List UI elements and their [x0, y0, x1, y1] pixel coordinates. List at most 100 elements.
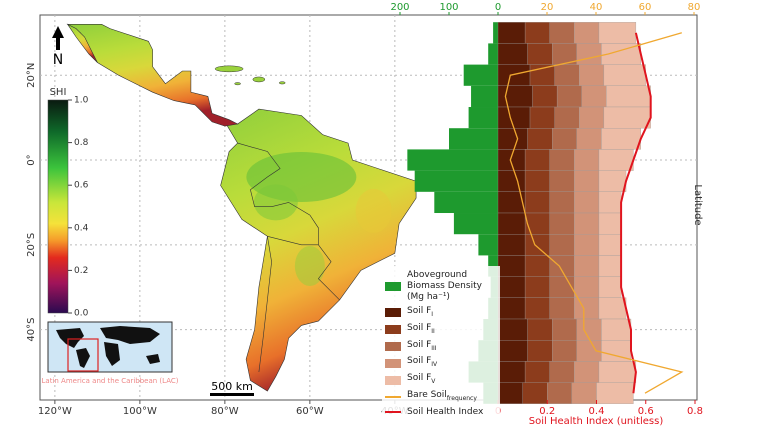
- legend-item: Soil FII: [385, 323, 497, 337]
- legend-swatch: [385, 411, 401, 414]
- soil-bar: [497, 361, 526, 383]
- soil-bar: [497, 234, 526, 256]
- soil-bar: [524, 255, 550, 277]
- legend-text: Soil FII: [407, 323, 435, 337]
- soil-bar: [549, 361, 575, 383]
- soil-bar: [554, 106, 580, 129]
- soil-bar: [579, 64, 605, 86]
- top-tick-label: 20: [541, 2, 554, 13]
- y-tick-label: 40°S: [26, 318, 37, 342]
- soil-bar: [497, 170, 526, 192]
- y-tick-label: 20°S: [26, 233, 37, 257]
- soil-bar: [497, 22, 526, 44]
- x-tick-label: 120°W: [38, 406, 72, 417]
- soil-bar: [497, 297, 526, 320]
- biomass-bar: [434, 191, 498, 214]
- legend-text: Soil Health Index: [407, 407, 483, 418]
- soil-bar: [556, 85, 582, 108]
- soil-bar: [532, 85, 558, 108]
- land-texture: [355, 188, 392, 233]
- biomass-bar: [468, 107, 498, 129]
- legend-swatch: [385, 308, 401, 318]
- colorbar-tick-label: 0.2: [74, 266, 88, 276]
- soil-bar: [571, 382, 597, 404]
- border: [267, 236, 340, 301]
- soil-bar: [598, 234, 622, 256]
- soil-bar: [497, 318, 528, 341]
- legend-text: Soil FI: [407, 306, 433, 320]
- soil-bar: [598, 170, 627, 192]
- shi-line: [620, 32, 652, 394]
- soil-bar: [574, 22, 600, 44]
- soil-bar: [574, 276, 600, 298]
- y-tick-label: 20°N: [26, 63, 37, 88]
- soil-bar: [524, 361, 550, 383]
- biomass-bar: [478, 234, 498, 256]
- soil-bar: [497, 106, 531, 129]
- legend-subscript: V: [431, 377, 436, 385]
- soil-bar: [524, 234, 550, 256]
- colorbar-tick-label: 0.8: [74, 138, 89, 148]
- island: [234, 82, 241, 86]
- scalebar: [210, 393, 254, 396]
- soil-bar: [554, 64, 580, 86]
- soil-bar: [603, 64, 646, 86]
- bare-soil-line: [504, 32, 684, 394]
- soil-bar: [601, 128, 641, 150]
- x-tick-label: 80°W: [211, 406, 239, 417]
- soil-bar: [529, 106, 555, 129]
- soil-bar: [549, 276, 575, 298]
- legend-item: Soil FIV: [385, 356, 497, 370]
- soil-bar: [524, 149, 550, 171]
- soil-bar: [598, 149, 634, 171]
- soil-bar: [497, 340, 528, 362]
- soil-bar: [497, 64, 531, 86]
- map-frame: [39, 14, 698, 401]
- soil-bar: [552, 340, 577, 362]
- island: [252, 76, 266, 83]
- soil-bar: [574, 170, 600, 192]
- soil-bar: [574, 255, 600, 277]
- legend-text: Soil FIV: [407, 356, 437, 370]
- soil-bar: [598, 255, 622, 277]
- legend-swatch: [385, 341, 401, 351]
- legend-subscript: IV: [431, 361, 438, 369]
- soil-bar: [549, 22, 575, 44]
- legend-item: Soil FI: [385, 306, 497, 320]
- x-axis-label: Soil Health Index (unitless): [529, 416, 664, 427]
- legend-subscript: II: [431, 327, 435, 335]
- biomass-bar: [453, 213, 498, 235]
- soil-bar: [598, 361, 637, 383]
- soil-bar: [574, 297, 600, 320]
- legend-swatch: [385, 282, 401, 291]
- soil-bar: [574, 149, 600, 171]
- top-tick-label: 60: [639, 2, 652, 13]
- inset-continents: [56, 326, 160, 368]
- legend-label: Soil F: [407, 322, 432, 333]
- biomass-bar: [449, 128, 498, 150]
- soil-bar: [527, 43, 553, 65]
- soil-bar: [549, 191, 575, 214]
- soil-bar: [552, 128, 577, 150]
- soil-bar: [549, 149, 575, 171]
- x-tick-label: 0.8: [687, 406, 703, 417]
- legend-subscript: I: [431, 310, 434, 318]
- top-tick-label: 80: [688, 2, 701, 13]
- biomass-bar: [414, 170, 498, 192]
- soil-bar: [552, 318, 577, 341]
- legend-label: Bare Soil: [407, 389, 447, 400]
- top-tick-label: 40: [590, 2, 603, 13]
- inset-box: [67, 338, 99, 372]
- legend-item: Soil FV: [385, 373, 497, 387]
- top-tick-label: 200: [390, 2, 409, 13]
- north-label: N: [53, 52, 63, 68]
- soil-bar: [606, 85, 651, 108]
- x-tick-label: 0.4: [589, 406, 605, 417]
- legend-item: Aboveground Biomass Density (Mg ha⁻¹): [385, 270, 497, 303]
- legend-swatch: [385, 325, 401, 335]
- x-tick-label: 0.6: [638, 406, 654, 417]
- y-axis-label: Latitude: [692, 184, 703, 225]
- legend-text: Soil FIII: [407, 340, 437, 354]
- soil-bar: [547, 382, 573, 404]
- soil-bar: [527, 340, 553, 362]
